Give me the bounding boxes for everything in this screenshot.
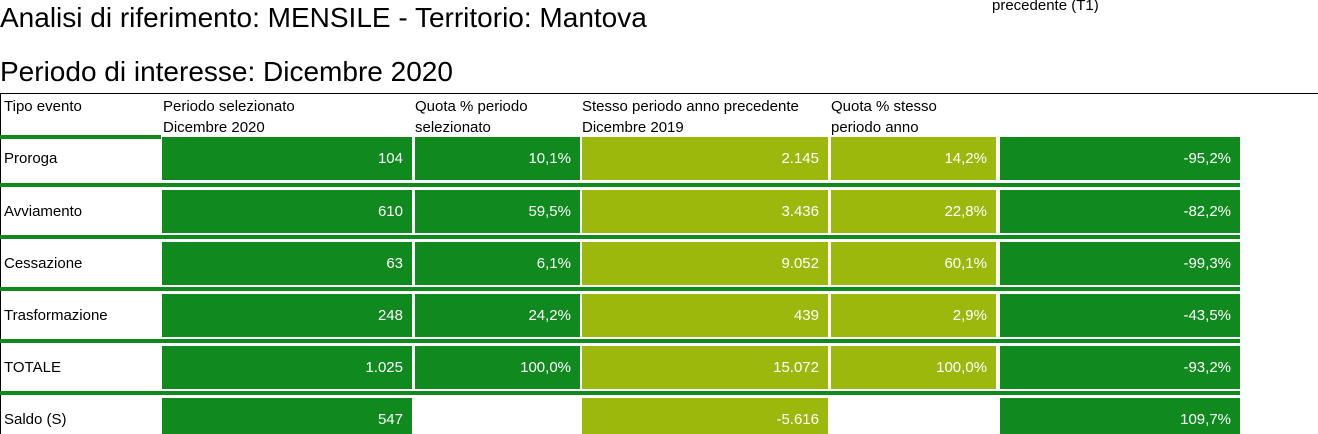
cell-quota-periodo: 100,0% <box>415 346 580 389</box>
report-title: Analisi di riferimento: MENSILE - Territ… <box>0 2 647 33</box>
cell-periodo-selezionato: 610 <box>162 190 412 233</box>
table-top-rule <box>0 93 1318 94</box>
cell-quota-periodo: 10,1% <box>415 137 580 180</box>
cell-anno-precedente: 3.436 <box>582 190 828 233</box>
row-label: Proroga <box>4 150 58 167</box>
row-label: Trasformazione <box>4 307 108 324</box>
column-header-line: selezionato <box>415 119 491 136</box>
table-row: Saldo (S) 547 -5.616 109,7% <box>0 398 1240 434</box>
cell-variazione: -99,3% <box>1000 242 1240 285</box>
cell-quota-anno: 2,9% <box>831 294 996 337</box>
report-period-title: Periodo di interesse: Dicembre 2020 <box>0 56 453 87</box>
cell-anno-precedente: 439 <box>582 294 828 337</box>
table-row: Trasformazione 248 24,2% 439 2,9% -43,5% <box>0 294 1240 337</box>
row-separator <box>0 391 1240 395</box>
clipped-column-header: precedente (T1) <box>992 0 1099 14</box>
row-separator <box>0 287 1240 291</box>
cell-quota-anno: 60,1% <box>831 242 996 285</box>
cell-anno-precedente: -5.616 <box>582 398 828 434</box>
cell-variazione: -95,2% <box>1000 137 1240 180</box>
table-row: Cessazione 63 6,1% 9.052 60,1% -99,3% <box>0 242 1240 285</box>
cell-quota-periodo: 24,2% <box>415 294 580 337</box>
cell-periodo-selezionato: 248 <box>162 294 412 337</box>
row-label: Saldo (S) <box>4 411 67 428</box>
row-label: TOTALE <box>4 359 61 376</box>
column-header-line: Periodo selezionato <box>163 98 295 115</box>
cell-quota-anno: 22,8% <box>831 190 996 233</box>
row-label: Avviamento <box>4 203 83 220</box>
cell-quota-periodo: 59,5% <box>415 190 580 233</box>
column-header-line: Dicembre 2019 <box>582 119 684 136</box>
cell-variazione: -93,2% <box>1000 346 1240 389</box>
header-separator <box>0 135 161 139</box>
cell-periodo-selezionato: 63 <box>162 242 412 285</box>
cell-variazione: 109,7% <box>1000 398 1240 434</box>
cell-quota-anno: 14,2% <box>831 137 996 180</box>
table-row: TOTALE 1.025 100,0% 15.072 100,0% -93,2% <box>0 346 1240 389</box>
column-header-tipo-evento: Tipo evento <box>4 98 82 115</box>
row-separator <box>0 339 1240 343</box>
cell-quota-periodo: 6,1% <box>415 242 580 285</box>
row-label: Cessazione <box>4 255 83 272</box>
column-header-quota-anno: Quota % stesso periodo anno <box>831 96 937 138</box>
column-header-line: Stesso periodo anno precedente <box>582 98 799 115</box>
column-header-line: periodo anno <box>831 119 919 136</box>
cell-periodo-selezionato: 547 <box>162 398 412 434</box>
column-header-anno-precedente: Stesso periodo anno precedente Dicembre … <box>582 96 799 138</box>
row-separator <box>0 235 1240 239</box>
table-row: Avviamento 610 59,5% 3.436 22,8% -82,2% <box>0 190 1240 233</box>
cell-periodo-selezionato: 1.025 <box>162 346 412 389</box>
cell-variazione: -82,2% <box>1000 190 1240 233</box>
cell-anno-precedente: 2.145 <box>582 137 828 180</box>
column-header-line: Dicembre 2020 <box>163 119 265 136</box>
cell-variazione: -43,5% <box>1000 294 1240 337</box>
row-separator <box>0 183 1240 187</box>
cell-anno-precedente: 9.052 <box>582 242 828 285</box>
cell-quota-anno: 100,0% <box>831 346 996 389</box>
table-left-rule <box>0 93 1 434</box>
column-header-line: Quota % stesso <box>831 98 937 115</box>
table-row: Proroga 104 10,1% 2.145 14,2% -95,2% <box>0 137 1240 180</box>
column-header-periodo-selezionato: Periodo selezionato Dicembre 2020 <box>163 96 295 138</box>
cell-anno-precedente: 15.072 <box>582 346 828 389</box>
column-header-quota-periodo: Quota % periodo selezionato <box>415 96 528 138</box>
cell-periodo-selezionato: 104 <box>162 137 412 180</box>
column-header-line: Quota % periodo <box>415 98 528 115</box>
